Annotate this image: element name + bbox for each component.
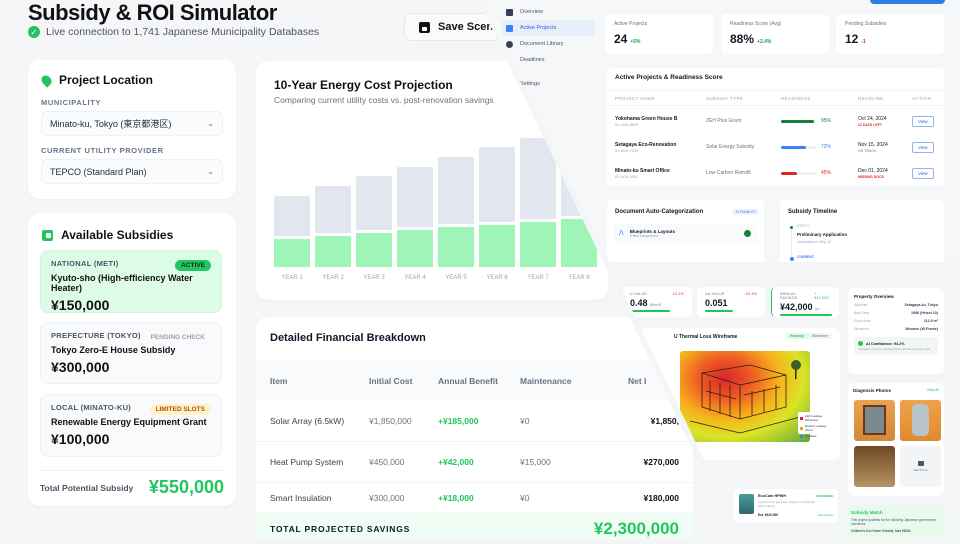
nav-settings[interactable]: Settings xyxy=(502,76,595,92)
chart-bar xyxy=(315,185,351,267)
grid-icon xyxy=(506,8,513,16)
ai-confidence-box: AI Confidence: 94.2% Calculation using 1… xyxy=(854,337,938,355)
total-subsidy-row: Total Potential Subsidy ¥550,000 xyxy=(40,470,224,498)
view-details-link[interactable]: View Details xyxy=(817,513,833,517)
folder-icon xyxy=(506,24,513,32)
bar-chart xyxy=(274,127,604,267)
stat-readiness-score: Readiness Score (Avg) 88% +2.4% xyxy=(721,14,829,54)
page-title: Subsidy & ROI Simulator xyxy=(28,0,277,25)
thermal-wireframe-card: U Thermal Loss Wireframe Heatmap Wirefra… xyxy=(640,328,840,460)
total-savings-row: TOTAL PROJECTED SAVINGS ¥2,300,000 xyxy=(256,514,693,539)
x-axis-label: YEAR 4 xyxy=(404,275,426,281)
x-axis-label: YEAR 7 xyxy=(527,275,549,281)
nav-overview[interactable]: Overview xyxy=(502,4,595,20)
table-row: Minato-ku Smart Office ID: #GX-9901 Low-C… xyxy=(607,160,944,186)
financial-table: Item Initial Cost Annual Benefit Mainten… xyxy=(256,360,693,513)
table-row: Setagaya Eco-Renovation ID: #GX-7120 Sola… xyxy=(607,134,944,160)
heatmap-legend: High Leakage (Windows) Medium Leakage (R… xyxy=(798,412,836,438)
x-axis-label: YEAR 1 xyxy=(281,275,303,281)
municipality-select[interactable]: Minato-ku, Tokyo (東京都港区) ⌄ xyxy=(41,111,223,136)
table-row: Smart Insulation ¥300,000 +¥18,000 ¥0 ¥1… xyxy=(256,483,693,513)
chart-bar xyxy=(274,195,310,267)
chevron-down-icon: ⌄ xyxy=(207,119,214,128)
project-location-card: Project Location MUNICIPALITY Minato-ku,… xyxy=(28,60,236,199)
chart-bar xyxy=(479,147,515,267)
table-header: Item Initial Cost Annual Benefit Mainten… xyxy=(256,360,693,401)
floppy-disk-icon xyxy=(419,21,430,33)
metric-ua-value: UA-VALUE -18.4% 0.051 xyxy=(697,287,765,317)
nav-active-projects[interactable]: Active Projects xyxy=(502,20,595,36)
chart-bar xyxy=(520,137,556,267)
check-circle-icon: ✓ xyxy=(28,26,40,38)
table-row: Solar Array (6.5kW) ¥1,850,000 +¥185,000… xyxy=(256,401,693,442)
nav-deadlines[interactable]: Deadlines xyxy=(502,52,595,68)
chart-bar xyxy=(356,176,392,267)
x-axis-label: YEAR 6 xyxy=(486,275,508,281)
subsidy-timeline-card: Subsidy Timeline STEP 1 Preliminary Appl… xyxy=(780,200,944,262)
doc-item-blueprints[interactable]: Λ Blueprints & Layouts 8 files categorize… xyxy=(613,223,757,243)
x-axis-label: YEAR 2 xyxy=(322,275,344,281)
available-subsidies-card: Available Subsidies NATIONAL (METI) ACTI… xyxy=(28,213,236,506)
subsidy-item-prefecture[interactable]: PREFECTURE (TOKYO) PENDING CHECK Tokyo Z… xyxy=(40,322,222,384)
property-overview-card: Property Overview Address Setagaya-ku, To… xyxy=(848,288,944,374)
view-button[interactable]: View xyxy=(912,115,934,127)
x-axis-label: YEAR 8 xyxy=(568,275,590,281)
photo-window[interactable] xyxy=(854,400,895,441)
subsidy-item-local[interactable]: LOCAL (MINATO-KU) LIMITED SLOTS Renewabl… xyxy=(40,394,222,457)
camera-icon xyxy=(917,461,924,466)
compass-icon: Λ xyxy=(619,229,624,237)
photo-insulation[interactable] xyxy=(854,446,895,487)
cloud-icon xyxy=(506,40,513,48)
readiness-bar xyxy=(781,145,816,149)
table-header: PROJECT NAME SUBSIDY TYPE READINESS DEAD… xyxy=(607,90,944,106)
status-badge: ACTIVE xyxy=(175,260,211,271)
heatmap-toggle[interactable]: Heatmap xyxy=(785,333,808,339)
product-card-ecocute: EcoCute HPWH SUBSIDIZED Upgrade from gas… xyxy=(734,489,838,523)
utility-provider-select[interactable]: TEPCO (Standard Plan) ⌄ xyxy=(41,159,223,184)
subsidy-item-national[interactable]: NATIONAL (METI) ACTIVE Kyuto-sho (High-e… xyxy=(40,250,222,313)
check-icon xyxy=(858,341,863,346)
map-pin-icon xyxy=(39,72,54,88)
metric-u-value: U-VALUE -15.2% 0.48 W/m²K xyxy=(622,287,692,317)
subsidy-match-card: Subsidy Match This project qualifies for… xyxy=(846,505,946,539)
nav-document-library[interactable]: Document Library xyxy=(502,36,595,52)
diagnosis-photos-card: Diagnosis Photos View All Add Photo xyxy=(848,383,944,496)
view-button[interactable]: View xyxy=(912,167,934,179)
x-axis-label: YEAR 5 xyxy=(445,275,467,281)
readiness-bar xyxy=(781,119,816,123)
chart-bar xyxy=(438,156,474,267)
stat-pending-subsidies: Pending Subsidies 12 -1 xyxy=(836,14,944,54)
x-axis-label: YEAR 3 xyxy=(363,275,385,281)
sidebar-nav: Overview Active Projects Document Librar… xyxy=(502,4,595,92)
wireframe-toggle[interactable]: Wireframe xyxy=(807,333,832,339)
check-icon xyxy=(744,229,751,237)
financial-breakdown-card: Detailed Financial Breakdown Item Initia… xyxy=(256,317,693,539)
metric-annual-savings: ANNUAL SAVINGS +¥42,000 ¥42,000 /yr xyxy=(771,287,839,317)
photo-water-heater[interactable] xyxy=(900,400,941,441)
status-badge: PENDING CHECK xyxy=(150,334,205,341)
chevron-down-icon: ⌄ xyxy=(207,167,214,176)
add-photo-button[interactable]: Add Photo xyxy=(900,446,941,487)
water-heater-thumbnail xyxy=(739,494,754,514)
stat-active-projects: Active Projects 24 +5% xyxy=(605,14,713,54)
wallet-icon xyxy=(42,229,53,241)
document-categorization-card: Document Auto-Categorization AI ENABLED … xyxy=(607,200,764,262)
status-badge: LIMITED SLOTS xyxy=(149,404,211,415)
live-status: ✓ Live connection to 1,741 Japanese Muni… xyxy=(28,26,319,38)
table-row: Heat Pump System ¥450,000 +¥42,000 ¥15,0… xyxy=(256,442,693,483)
primary-action-button[interactable] xyxy=(870,0,945,4)
thermal-heatmap-image xyxy=(680,351,810,442)
chart-bar xyxy=(397,166,433,267)
house-wireframe-icon xyxy=(689,360,801,434)
table-row: Yokohama Green House B ID: #GX-8829 ZEH P… xyxy=(607,108,944,134)
active-projects-table: Active Projects & Readiness Score PROJEC… xyxy=(607,68,944,186)
view-button[interactable]: View xyxy=(912,141,934,153)
view-all-link[interactable]: View All xyxy=(926,388,939,392)
readiness-bar xyxy=(781,171,816,175)
